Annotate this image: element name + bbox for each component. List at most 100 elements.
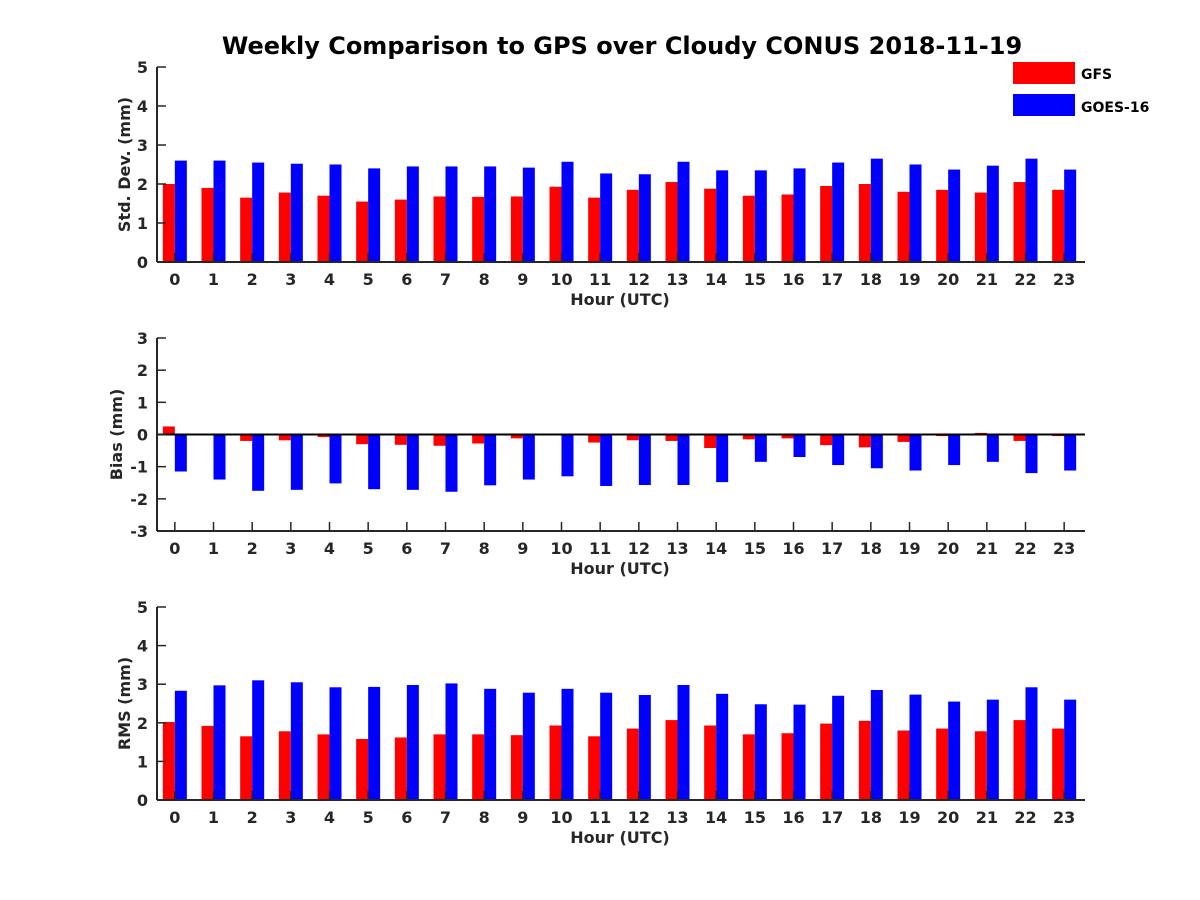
bias-bar-goes16-0 [174, 434, 187, 472]
std-dev-bar-gfs-2 [240, 197, 253, 262]
std-dev-x-tick-label: 3 [285, 270, 296, 289]
bias-x-tick-label: 18 [860, 539, 882, 558]
bias-bar-goes16-18 [870, 434, 883, 469]
std-dev-x-tick-label: 20 [937, 270, 959, 289]
bias-bar-gfs-18 [858, 434, 871, 448]
bias-bar-gfs-0 [162, 426, 175, 435]
rms-bar-goes16-11 [600, 692, 613, 800]
rms-x-tick-label: 2 [247, 808, 258, 827]
std-dev-x-tick-label: 2 [247, 270, 258, 289]
bias-bar-gfs-19 [897, 434, 910, 442]
bias-x-tick-label: 6 [401, 539, 412, 558]
bias-x-tick-label: 16 [782, 539, 804, 558]
std-dev-bar-goes16-19 [909, 164, 922, 262]
bias-bar-goes16-1 [213, 434, 226, 480]
legend-label-gfs: GFS [1081, 67, 1112, 83]
bias-bar-goes16-14 [716, 434, 729, 483]
bias-bar-goes16-21 [986, 434, 999, 462]
rms-bar-gfs-3 [278, 731, 291, 800]
rms-bar-gfs-20 [936, 728, 949, 800]
rms-bar-goes16-5 [368, 686, 381, 800]
std-dev-y-tick-label: 5 [137, 58, 148, 77]
std-dev-bar-gfs-22 [1013, 182, 1026, 262]
bias-bar-goes16-15 [754, 434, 767, 462]
bias-bar-goes16-10 [561, 434, 574, 477]
std-dev-y-tick-label: 2 [137, 175, 148, 194]
std-dev-x-tick-label: 6 [401, 270, 412, 289]
rms-bar-goes16-8 [484, 688, 497, 800]
rms-bar-gfs-11 [588, 736, 601, 800]
rms-x-tick-label: 12 [628, 808, 650, 827]
rms-bar-goes16-20 [948, 701, 961, 800]
rms-bar-goes16-18 [870, 689, 883, 800]
bias-bar-goes16-13 [677, 434, 690, 486]
std-dev-bar-goes16-6 [406, 166, 419, 262]
std-dev-bar-gfs-9 [510, 196, 523, 262]
std-dev-x-tick-label: 8 [479, 270, 490, 289]
legend-swatch-goes16 [1013, 94, 1075, 116]
rms-bar-goes16-23 [1064, 699, 1077, 800]
bias-bar-goes16-23 [1064, 434, 1077, 471]
rms-bar-gfs-19 [897, 730, 910, 800]
std-dev-bar-gfs-7 [433, 196, 446, 262]
rms-bar-goes16-6 [406, 684, 419, 800]
bias-bar-gfs-8 [472, 434, 485, 444]
std-dev-bar-gfs-10 [549, 186, 562, 262]
bias-bar-gfs-22 [1013, 434, 1026, 441]
bias-x-tick-label: 23 [1053, 539, 1075, 558]
std-dev-bar-goes16-9 [522, 167, 535, 262]
std-dev-x-tick-label: 0 [169, 270, 180, 289]
std-dev-x-tick-label: 10 [550, 270, 572, 289]
std-dev-x-tick-label: 23 [1053, 270, 1075, 289]
std-dev-bar-gfs-16 [781, 194, 794, 262]
rms-y-tick-label: 0 [137, 791, 148, 810]
rms-bar-gfs-9 [510, 735, 523, 800]
std-dev-bar-goes16-21 [986, 165, 999, 262]
rms-bar-goes16-9 [522, 692, 535, 800]
std-dev-bar-goes16-14 [716, 170, 729, 262]
rms-bar-gfs-18 [858, 720, 871, 800]
rms-bar-gfs-13 [665, 720, 678, 800]
rms-bar-gfs-6 [394, 737, 407, 800]
rms-x-axis-label: Hour (UTC) [570, 828, 670, 847]
rms-x-tick-label: 13 [666, 808, 688, 827]
std-dev-bar-goes16-15 [754, 170, 767, 262]
bias-x-tick-label: 13 [666, 539, 688, 558]
bias-x-tick-label: 11 [589, 539, 611, 558]
rms-bar-gfs-1 [201, 725, 214, 800]
bias-bar-goes16-9 [522, 434, 535, 480]
std-dev-bar-gfs-23 [1052, 189, 1065, 262]
rms-x-tick-label: 20 [937, 808, 959, 827]
std-dev-bar-gfs-15 [742, 195, 755, 262]
rms-bar-goes16-17 [832, 695, 845, 800]
std-dev-bar-gfs-5 [356, 201, 369, 262]
std-dev-bar-goes16-4 [329, 164, 342, 262]
bias-bar-gfs-9 [510, 434, 523, 439]
rms-bar-goes16-14 [716, 693, 729, 800]
rms-bar-goes16-13 [677, 684, 690, 800]
rms-x-tick-label: 4 [324, 808, 335, 827]
rms-bar-goes16-1 [213, 685, 226, 800]
std-dev-x-tick-label: 14 [705, 270, 727, 289]
bias-x-tick-label: 9 [517, 539, 528, 558]
legend: GFS GOES-16 [1013, 62, 1149, 116]
bias-bar-gfs-7 [433, 434, 446, 446]
bias-y-tick-label: -1 [130, 458, 148, 477]
bias-bar-gfs-13 [665, 434, 678, 441]
std-dev-bar-goes16-8 [484, 166, 497, 262]
rms-bar-goes16-15 [754, 704, 767, 800]
bias-bar-gfs-11 [588, 434, 601, 443]
std-dev-bar-gfs-1 [201, 187, 214, 262]
rms-bar-goes16-4 [329, 687, 342, 800]
std-dev-bar-goes16-2 [252, 162, 265, 262]
rms-bar-gfs-14 [704, 725, 717, 800]
bias-x-tick-label: 17 [821, 539, 843, 558]
std-dev-x-axis-label: Hour (UTC) [570, 290, 670, 309]
std-dev-bar-gfs-12 [626, 189, 639, 262]
std-dev-y-tick-label: 0 [137, 253, 148, 272]
rms-x-tick-label: 6 [401, 808, 412, 827]
rms-bar-goes16-2 [252, 680, 265, 800]
bias-bar-gfs-14 [704, 434, 717, 449]
